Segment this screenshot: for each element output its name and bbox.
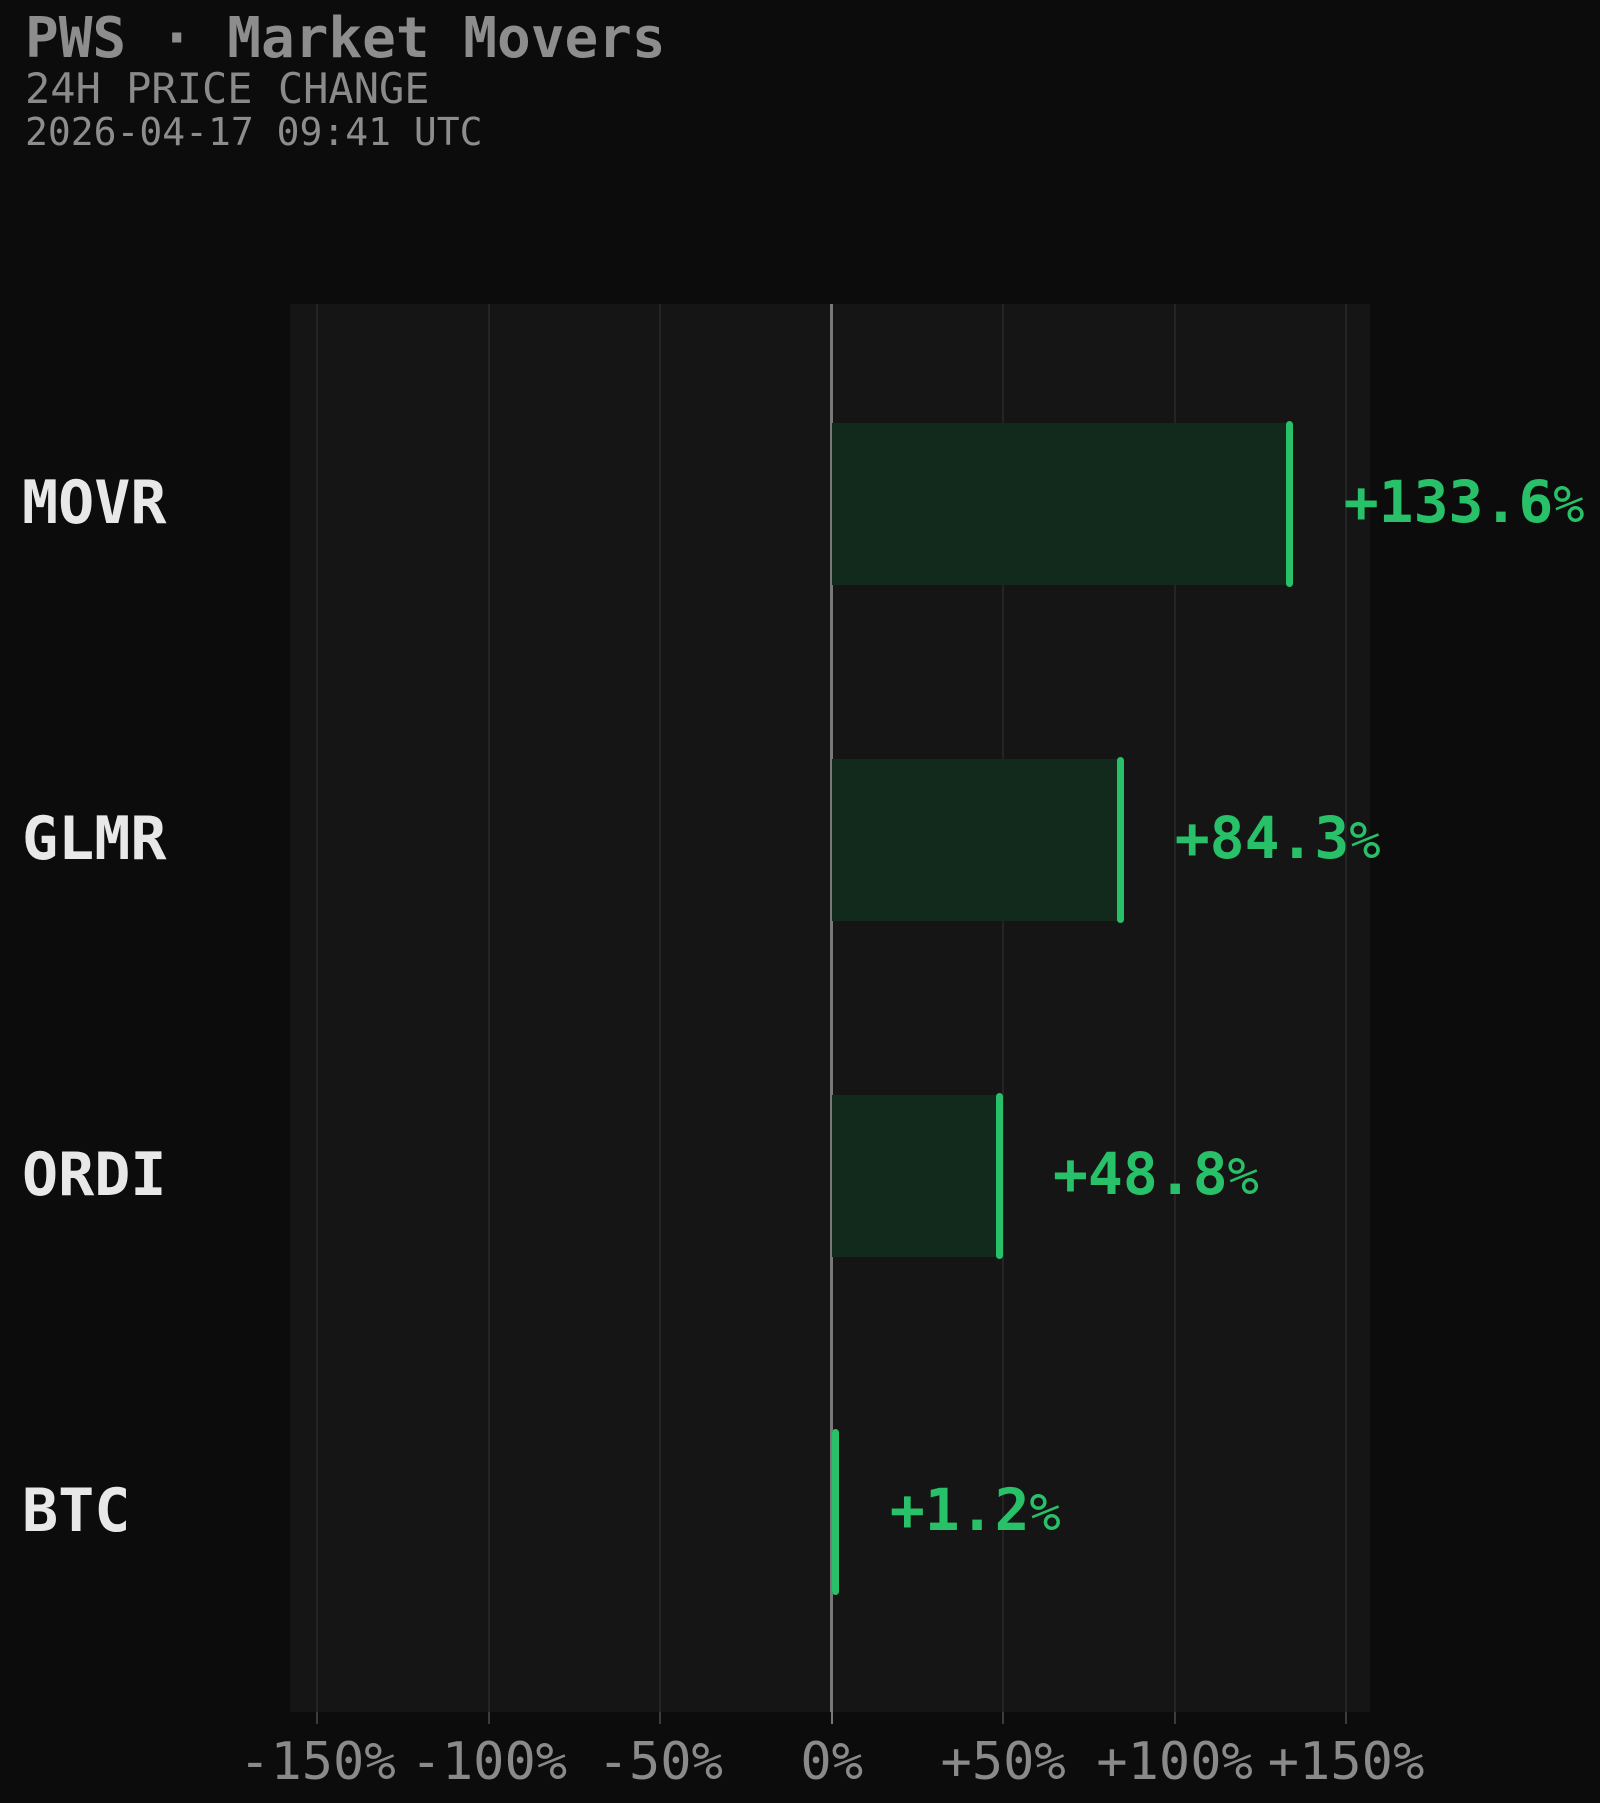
category-label: GLMR: [22, 804, 167, 874]
value-label: +48.8%: [1053, 1140, 1259, 1208]
value-label: +84.3%: [1175, 804, 1381, 872]
x-axis-tick-mark: [659, 1712, 662, 1724]
value-label-number: +1.2: [889, 1476, 1030, 1544]
x-axis-tick-label: +100%: [1096, 1732, 1253, 1792]
value-label-percent-sign: %: [1227, 1147, 1259, 1207]
value-label-percent-sign: %: [1029, 1483, 1061, 1543]
x-axis-tick-mark: [316, 1712, 319, 1724]
value-label-number: +48.8: [1053, 1140, 1228, 1208]
value-label-number: +84.3: [1174, 804, 1350, 872]
bar: [831, 759, 1121, 921]
bar: [831, 1095, 1000, 1257]
timestamp: 2026-04-17 09:41 UTC: [25, 110, 483, 154]
gridline: [659, 304, 662, 1712]
x-axis-tick-mark: [830, 1712, 833, 1724]
x-axis-tick-label: +150%: [1267, 1732, 1425, 1792]
x-axis-tick-label: 0%: [800, 1732, 864, 1792]
gridline: [316, 304, 319, 1712]
page-title: PWS · Market Movers: [25, 6, 666, 71]
bar-end-cap: [832, 1429, 840, 1595]
x-axis-tick-mark: [1002, 1712, 1005, 1724]
x-axis-tick-label: -150%: [239, 1732, 396, 1792]
gridline: [487, 304, 490, 1712]
chart-subtitle: 24H PRICE CHANGE: [25, 64, 430, 113]
bar-end-cap: [1286, 421, 1294, 587]
category-label: ORDI: [22, 1140, 167, 1210]
value-label-percent-sign: %: [1349, 811, 1381, 871]
value-label-number: +133.6: [1343, 468, 1554, 536]
value-label-percent-sign: %: [1553, 475, 1585, 535]
zero-line: [830, 304, 834, 1712]
category-label: BTC: [22, 1476, 131, 1546]
x-axis-tick-label: -100%: [410, 1732, 568, 1792]
bar: [831, 423, 1290, 585]
category-label: MOVR: [22, 468, 167, 538]
x-axis-tick-mark: [1345, 1712, 1347, 1724]
x-axis-tick-label: +50%: [940, 1732, 1066, 1792]
gridline: [1173, 304, 1176, 1712]
bar-end-cap: [1117, 757, 1125, 923]
value-label: +1.2%: [890, 1476, 1061, 1544]
gridline: [1345, 304, 1347, 1712]
x-axis-tick-mark: [1173, 1712, 1176, 1724]
gridline: [1002, 304, 1005, 1712]
bar-end-cap: [995, 1093, 1003, 1259]
x-axis-tick-mark: [487, 1712, 490, 1724]
x-axis-tick-label: -50%: [597, 1732, 723, 1792]
value-label: +133.6%: [1344, 468, 1585, 536]
